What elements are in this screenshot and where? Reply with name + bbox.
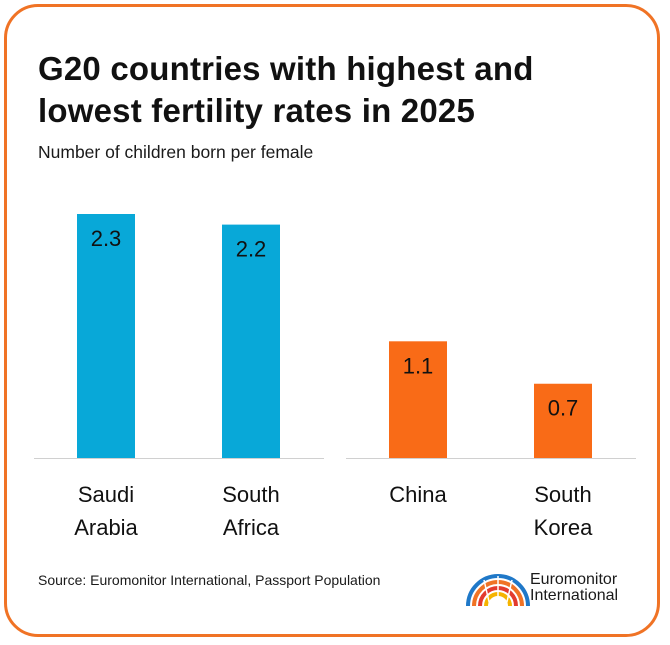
chart-title: G20 countries with highest and lowest fe… (38, 50, 534, 129)
bar-0-0 (77, 214, 135, 458)
category-label-1-1-1: Korea (534, 515, 593, 540)
category-label-0-1-1: Africa (223, 515, 280, 540)
bar-1-0 (389, 341, 447, 458)
source-note: Source: Euromonitor International, Passp… (38, 572, 381, 588)
data-label-1-1: 0.7 (548, 396, 579, 421)
data-label-0-1: 2.2 (236, 237, 267, 262)
data-label-0-0: 2.3 (91, 226, 122, 251)
category-label-1-1-0: South (534, 482, 592, 507)
category-label-0-0-0: Saudi (78, 482, 134, 507)
category-label-1-0-0: China (389, 482, 447, 507)
logo-line-1: Euromonitor (530, 571, 618, 588)
bar-0-1 (222, 224, 280, 458)
data-label-1-0: 1.1 (403, 353, 434, 378)
bar-1-1 (534, 383, 592, 458)
logo-line-2: International (530, 587, 619, 604)
logo-wordmark: Euromonitor International (530, 572, 650, 604)
category-label-0-0-1: Arabia (74, 515, 138, 540)
euromonitor-logo-icon (466, 574, 530, 607)
chart-subtitle: Number of children born per female (38, 142, 314, 162)
category-label-0-1-0: South (222, 482, 280, 507)
